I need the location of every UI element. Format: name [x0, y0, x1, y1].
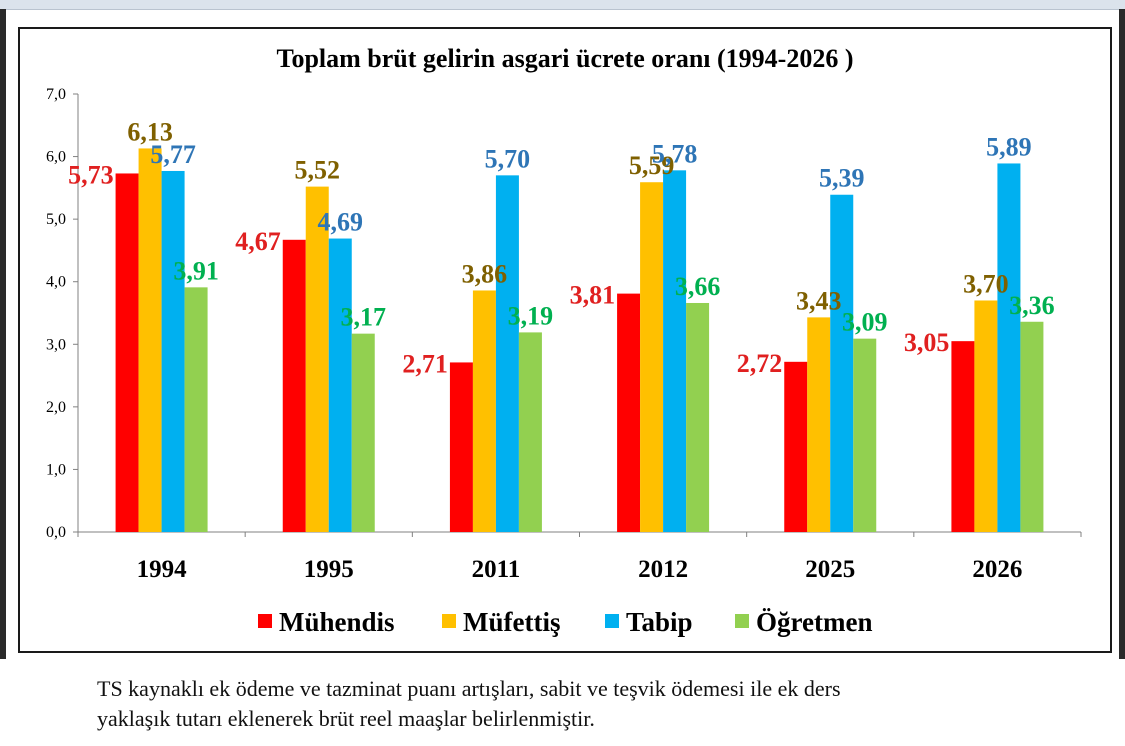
legend-label: Müfettiş: [463, 607, 560, 637]
bar-müfettiş-1994: [138, 148, 162, 533]
legend-label: Öğretmen: [756, 607, 872, 637]
y-tick-label: 5,0: [46, 211, 66, 228]
data-label: 3,43: [796, 286, 842, 315]
chart-title: Toplam brüt gelirin asgari ücrete oranı …: [276, 44, 853, 73]
bar-mühendis-2025: [784, 361, 808, 532]
data-label: 5,59: [629, 151, 675, 180]
bar-tabip-1994: [161, 170, 185, 532]
data-label: 5,73: [68, 160, 114, 189]
bar-müfettiş-2026: [974, 300, 998, 532]
bar-öğretmen-2026: [1020, 321, 1044, 532]
bar-mühendis-2011: [449, 362, 473, 532]
data-label: 5,39: [819, 164, 865, 193]
y-tick-label: 0,0: [46, 524, 66, 541]
x-tick-label: 2026: [972, 556, 1022, 583]
legend: Mühendis Müfettiş Tabip Öğretmen: [258, 607, 872, 637]
x-tick-label: 2011: [472, 556, 521, 583]
bar-mühendis-2012: [617, 293, 641, 532]
data-label: 5,70: [485, 144, 531, 173]
data-label: 5,78: [652, 139, 698, 168]
x-tick-label: 1995: [304, 556, 354, 583]
legend-swatch-mühendis: [258, 614, 272, 628]
y-tick-label: 6,0: [46, 149, 66, 166]
y-tick-label: 1,0: [46, 461, 66, 478]
legend-swatch-tabip: [605, 614, 619, 628]
top-strip: [0, 0, 1125, 10]
bars: [115, 148, 1044, 533]
data-label: 3,19: [508, 301, 554, 330]
x-tick-label: 2025: [805, 556, 855, 583]
bar-öğretmen-1994: [184, 287, 208, 532]
bar-mühendis-2026: [951, 341, 975, 532]
bar-öğretmen-2011: [518, 332, 542, 532]
bar-öğretmen-2012: [686, 302, 710, 532]
bar-tabip-2012: [663, 170, 687, 532]
bar-chart: Toplam brüt gelirin asgari ücrete oranı …: [46, 44, 1082, 637]
x-tick-label: 1994: [137, 556, 188, 583]
data-label: 3,36: [1009, 291, 1055, 320]
legend-swatch-müfettiş: [442, 614, 456, 628]
data-label: 4,67: [235, 227, 281, 256]
data-label: 5,77: [150, 140, 196, 169]
bar-müfettiş-1995: [305, 186, 329, 532]
legend-label: Tabip: [626, 607, 693, 637]
data-label: 3,81: [570, 281, 616, 310]
data-labels: 5,73 6,135,77 3,91 4,67 5,52 4,69 3,17 2,71 3,86…: [68, 117, 1055, 378]
data-label: 3,86: [462, 259, 508, 288]
legend-label: Mühendis: [279, 607, 395, 637]
bar-tabip-2011: [495, 175, 519, 533]
bar-mühendis-1994: [115, 173, 139, 533]
data-label: 3,09: [842, 308, 888, 337]
right-border: [1119, 9, 1125, 659]
data-label: 3,70: [963, 269, 1009, 298]
y-tick-label: 4,0: [46, 274, 66, 291]
legend-swatch-öğretmen: [735, 614, 749, 628]
axes: 0,0 1,0 2,0 3,0 4,0 5,0 6,0 7,0: [46, 86, 1082, 541]
x-tick-labels: 1994 1995 2011 2012 2025 2026: [137, 556, 1023, 583]
x-tick-label: 2012: [638, 556, 688, 583]
bar-müfettiş-2012: [640, 182, 664, 532]
data-label: 3,91: [173, 256, 219, 285]
data-label: 3,17: [341, 303, 387, 332]
left-border: [0, 9, 6, 659]
y-tick-label: 3,0: [46, 336, 66, 353]
data-label: 6,13: [127, 117, 173, 146]
caption: TS kaynaklı ek ödeme ve tazminat puanı a…: [97, 674, 1097, 734]
data-label: 3,05: [904, 328, 950, 357]
bar-tabip-1995: [328, 238, 352, 533]
data-label: 3,66: [675, 272, 721, 301]
caption-line-2: yaklaşık tutarı eklenerek brüt reel maaş…: [97, 706, 595, 731]
data-label: 4,69: [318, 208, 364, 237]
data-label: 2,72: [737, 349, 783, 378]
y-tick-label: 7,0: [46, 86, 66, 103]
caption-line-1: TS kaynaklı ek ödeme ve tazminat puanı a…: [97, 676, 841, 701]
bar-tabip-2025: [830, 194, 854, 533]
bar-öğretmen-1995: [351, 333, 375, 532]
bar-müfettiş-2011: [472, 290, 496, 532]
bar-müfettiş-2025: [807, 317, 831, 532]
bar-tabip-2026: [997, 163, 1021, 532]
bar-mühendis-1995: [282, 239, 306, 532]
data-label: 5,52: [295, 156, 341, 185]
bar-öğretmen-2025: [853, 338, 877, 532]
y-tick-label: 2,0: [46, 399, 66, 416]
data-label: 5,89: [986, 132, 1032, 161]
data-label: 2,71: [402, 349, 448, 378]
